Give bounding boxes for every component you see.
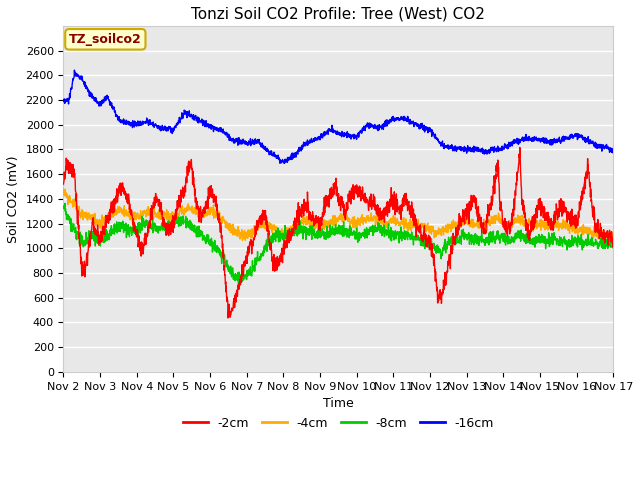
X-axis label: Time: Time xyxy=(323,397,354,410)
Legend: -2cm, -4cm, -8cm, -16cm: -2cm, -4cm, -8cm, -16cm xyxy=(178,412,499,435)
Title: Tonzi Soil CO2 Profile: Tree (West) CO2: Tonzi Soil CO2 Profile: Tree (West) CO2 xyxy=(191,7,485,22)
Text: TZ_soilco2: TZ_soilco2 xyxy=(69,33,141,46)
Y-axis label: Soil CO2 (mV): Soil CO2 (mV) xyxy=(7,155,20,242)
